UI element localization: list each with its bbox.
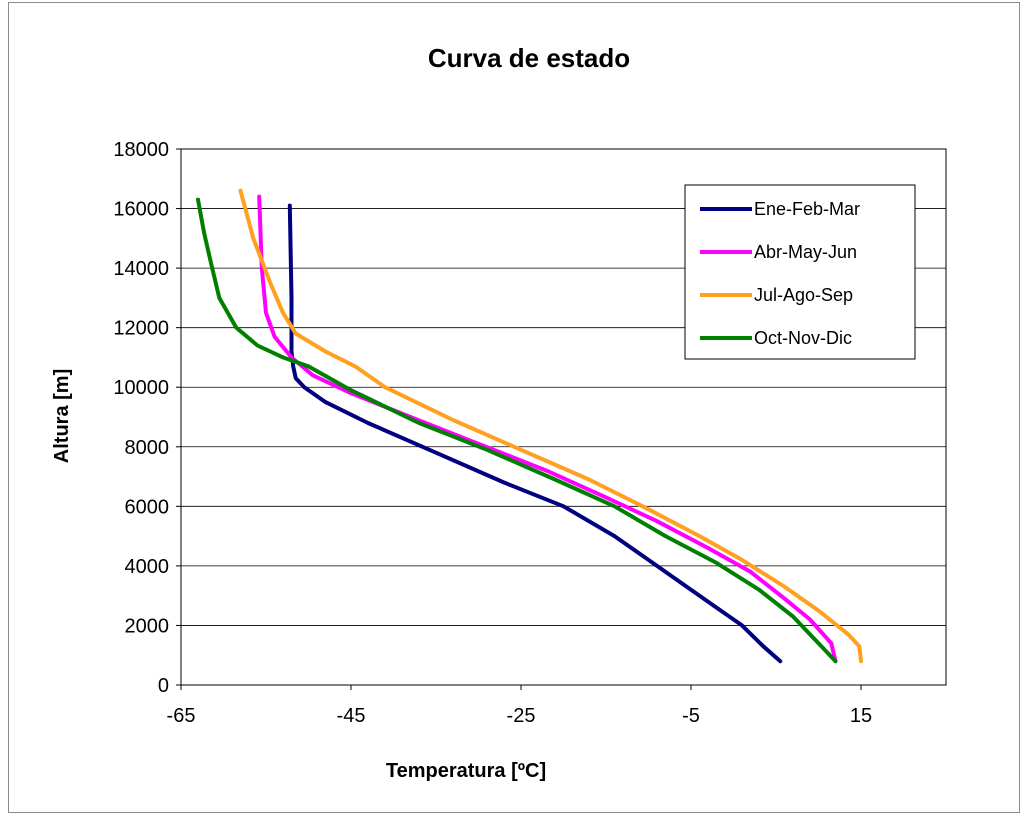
y-tick-label: 18000 — [113, 139, 169, 161]
legend-label: Jul-Ago-Sep — [754, 285, 853, 305]
x-axis-ticks: -65 -45 -25 -5 15 — [167, 685, 872, 727]
y-tick-label: 10000 — [113, 377, 169, 399]
y-tick-label: 14000 — [113, 258, 169, 280]
series-line-2 — [238, 188, 863, 664]
legend: Ene-Feb-Mar Abr-May-Jun Jul-Ago-Sep Oct-Nov… — [684, 184, 916, 360]
y-tick-label: 0 — [158, 675, 169, 697]
y-tick-label: 4000 — [125, 556, 170, 578]
x-tick-label: -25 — [507, 705, 536, 727]
x-tick-label: -45 — [337, 705, 366, 727]
series-line-1 — [257, 194, 838, 664]
chart-title: Curva de estado — [428, 43, 630, 73]
y-tick-label: 2000 — [125, 615, 170, 637]
legend-label: Ene-Feb-Mar — [754, 199, 860, 219]
x-axis-title: Temperatura [ºC] — [386, 760, 546, 782]
series-lines — [196, 188, 863, 664]
legend-box — [684, 184, 916, 360]
series-line-3 — [196, 197, 838, 664]
y-tick-label: 16000 — [113, 199, 169, 221]
x-tick-label: 15 — [850, 705, 872, 727]
y-tick-label: 12000 — [113, 318, 169, 340]
y-tick-label: 6000 — [125, 496, 170, 518]
legend-label: Oct-Nov-Dic — [754, 328, 852, 348]
x-tick-label: -65 — [167, 705, 196, 727]
y-tick-label: 8000 — [125, 437, 170, 459]
x-tick-label: -5 — [682, 705, 700, 727]
y-axis-title: Altura [m] — [51, 369, 73, 463]
series-line-0 — [287, 203, 783, 664]
y-axis-ticks: 0 2000 4000 6000 8000 10000 12000 14000 16000 180… — [113, 139, 181, 697]
legend-label: Abr-May-Jun — [754, 242, 857, 262]
